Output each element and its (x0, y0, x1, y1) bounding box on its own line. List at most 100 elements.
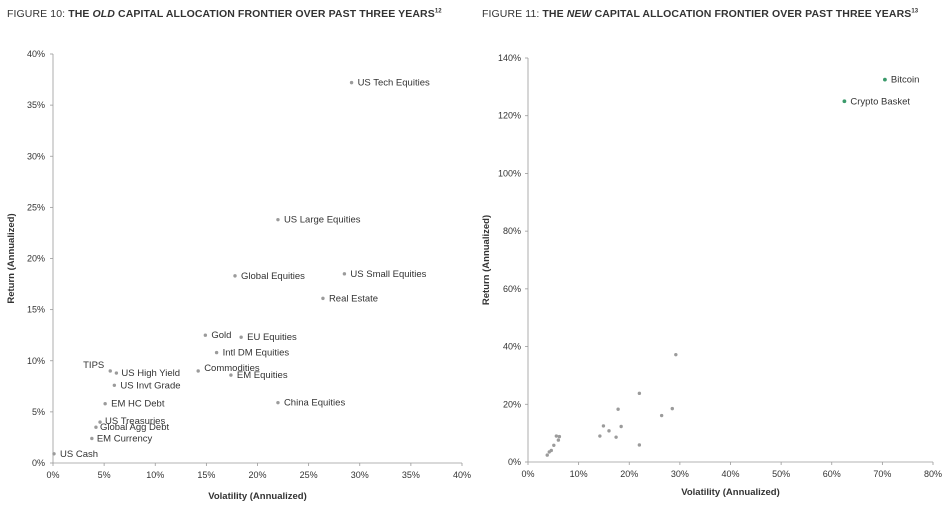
x-tick-label: 0% (521, 469, 534, 479)
point-label: EM Currency (97, 433, 153, 444)
x-tick-label: 60% (823, 469, 841, 479)
y-tick-label: 25% (27, 202, 45, 212)
scatter-point (637, 443, 642, 447)
point-label: China Equities (284, 398, 346, 409)
x-tick-label: 80% (924, 469, 942, 479)
scatter-point (342, 272, 347, 276)
y-tick-label: 100% (498, 168, 521, 178)
point-label: Global Equities (241, 271, 305, 282)
x-tick-label: 35% (402, 470, 420, 480)
scatter-point (547, 450, 551, 454)
scatter-point (545, 453, 549, 457)
scatter-point (554, 434, 559, 438)
scatter-point (637, 391, 642, 396)
point-label: EU Equities (247, 332, 297, 343)
y-tick-label: 40% (503, 342, 521, 352)
scatter-point (601, 424, 606, 428)
figure-11-heading: THE NEW CAPITAL ALLOCATION FRONTIER OVER… (542, 8, 911, 20)
y-tick-label: 0% (32, 458, 45, 468)
x-tick-label: 50% (772, 469, 790, 479)
point-label: Bitcoin (891, 75, 920, 86)
point-label: US Treasuries (105, 416, 165, 427)
y-axis-title: Return (Annualized) (6, 213, 17, 303)
point-label: Crypto Basket (850, 96, 910, 107)
scatter-point (233, 274, 237, 278)
scatter-point (108, 369, 112, 373)
scatter-point (52, 452, 56, 456)
figure-10-heading-post: CAPITAL ALLOCATION FRONTIER OVER PAST TH… (115, 8, 435, 20)
scatter-point (239, 335, 243, 339)
x-tick-label: 10% (146, 470, 164, 480)
scatter-point (674, 352, 678, 357)
scatter-point (670, 406, 674, 411)
scatter-point (614, 435, 618, 439)
figure-11-heading-post: CAPITAL ALLOCATION FRONTIER OVER PAST TH… (591, 8, 912, 20)
scatter-point (94, 425, 98, 429)
figure-10-heading-emphasis: OLD (92, 8, 115, 20)
point-label: TIPS (83, 360, 104, 371)
scatter-point (103, 401, 107, 406)
figure-10-heading: THE OLD CAPITAL ALLOCATION FRONTIER OVER… (68, 8, 435, 20)
figure-11-number: FIGURE 11: (482, 8, 543, 20)
y-tick-label: 20% (503, 399, 521, 409)
x-tick-label: 15% (197, 470, 215, 480)
point-label: US Tech Equities (358, 78, 430, 89)
y-tick-label: 5% (32, 407, 45, 417)
figure-10-title: FIGURE 10: THE OLD CAPITAL ALLOCATION FR… (7, 8, 442, 20)
scatter-point (276, 400, 280, 405)
point-label: Intl DM Equities (223, 348, 290, 359)
point-label: US High Yield (121, 368, 180, 379)
y-tick-label: 15% (27, 305, 45, 315)
scatter-point (616, 407, 620, 411)
point-label: Commodities (204, 363, 260, 374)
scatter-point (214, 350, 219, 355)
y-tick-label: 30% (27, 151, 45, 161)
x-tick-label: 0% (46, 470, 59, 480)
x-tick-label: 20% (248, 470, 266, 480)
x-tick-label: 30% (351, 470, 369, 480)
point-label: Real Estate (329, 293, 378, 304)
scatter-point (98, 420, 102, 424)
y-tick-label: 140% (498, 53, 521, 63)
scatter-point (114, 371, 119, 375)
point-label: US Large Equities (284, 215, 361, 226)
y-tick-label: 120% (498, 111, 521, 121)
x-tick-label: 70% (873, 469, 891, 479)
figure-10-heading-pre: THE (68, 8, 93, 20)
figure-11-heading-pre: THE (542, 8, 567, 20)
scatter-point (607, 429, 611, 433)
y-tick-label: 0% (508, 457, 521, 467)
point-label: US Small Equities (350, 269, 426, 280)
scatter-point (229, 373, 233, 377)
point-label: EM Equities (237, 370, 288, 381)
scatter-point (196, 369, 200, 373)
x-axis-title: Volatility (Annualized) (208, 491, 307, 502)
x-tick-label: 30% (671, 469, 689, 479)
y-tick-label: 40% (27, 49, 45, 59)
scatter-point (556, 438, 561, 442)
scatter-point (349, 80, 354, 85)
scatter-point (90, 436, 94, 441)
y-tick-label: 10% (27, 356, 45, 366)
scatter-point (557, 434, 562, 439)
scatter-point (883, 77, 887, 82)
scatter-point (276, 217, 280, 222)
scatter-point (321, 296, 325, 301)
scatter-point (659, 413, 664, 418)
figure-11-footnote: 13 (911, 8, 919, 15)
scatter-point (552, 443, 556, 447)
scatter-point (842, 99, 847, 104)
y-tick-label: 60% (503, 284, 521, 294)
scatter-point (112, 383, 117, 387)
x-tick-label: 40% (721, 469, 739, 479)
x-tick-label: 40% (453, 470, 471, 480)
x-tick-label: 25% (300, 470, 318, 480)
figure-11-title: FIGURE 11: THE NEW CAPITAL ALLOCATION FR… (482, 8, 918, 20)
y-tick-label: 35% (27, 100, 45, 110)
scatter-point (598, 434, 602, 438)
x-tick-label: 5% (98, 470, 111, 480)
x-tick-label: 20% (620, 469, 638, 479)
scatter-point (619, 424, 623, 429)
